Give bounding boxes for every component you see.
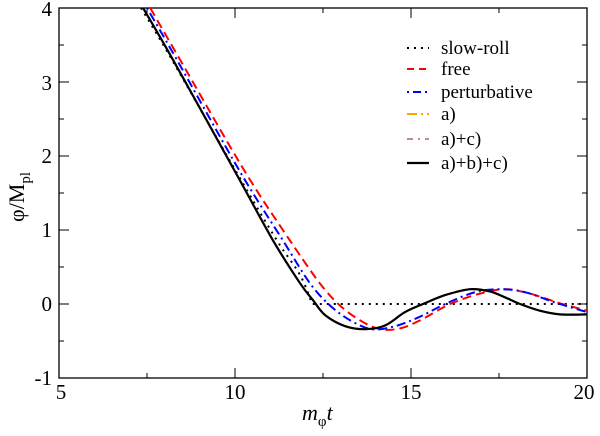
x-tick-label: 20	[574, 380, 595, 404]
series-line-slow-roll	[140, 8, 587, 305]
x-tick-label: 10	[225, 380, 246, 404]
y-tick-label: 0	[42, 292, 53, 316]
legend: slow-roll free perturbative a) a)+c) a)+…	[407, 38, 533, 174]
y-tick-labels: -1 0 1 2 3 4	[35, 0, 53, 390]
series-line-a	[142, 8, 587, 331]
x-tick-label: 5	[56, 380, 67, 404]
x-tick-label: 15	[401, 380, 422, 404]
y-axis-label-sub: pl	[18, 172, 34, 184]
x-axis-label-sub: φ	[318, 414, 327, 430]
series-line-perturbative	[146, 8, 587, 331]
y-axis-label-main: φ/M	[4, 184, 29, 222]
series-line-a-b-c	[142, 8, 587, 331]
legend-label: slow-roll	[441, 38, 510, 59]
y-tick-label: 2	[42, 144, 53, 168]
legend-label: a)+b)+c)	[441, 153, 508, 174]
x-axis-label-tail: t	[327, 400, 334, 425]
y-axis-label: φ/Mpl	[4, 172, 34, 222]
series-line-free	[149, 8, 587, 331]
x-axis-label: mφt	[302, 400, 334, 430]
axis-ticks	[58, 7, 588, 379]
legend-label: a)	[441, 104, 456, 125]
y-tick-label: 1	[42, 218, 53, 242]
plot-frame	[58, 7, 588, 379]
legend-label: free	[441, 59, 471, 80]
y-tick-label: -1	[35, 366, 53, 390]
series-layer	[140, 8, 587, 331]
y-tick-label: 4	[42, 0, 53, 21]
legend-label: a)+c)	[441, 129, 481, 150]
legend-label: perturbative	[441, 82, 533, 103]
x-axis-label-main: m	[302, 400, 318, 425]
x-tick-labels: 5 10 15 20	[56, 380, 595, 404]
series-line-a-c	[142, 8, 587, 331]
y-tick-label: 3	[42, 71, 53, 95]
